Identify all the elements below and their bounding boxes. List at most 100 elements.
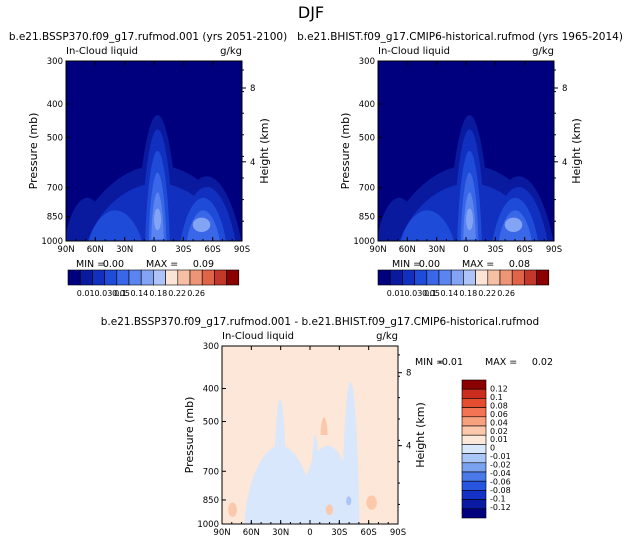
max-value: 0.02 — [532, 357, 553, 368]
panel-2: b.e21.BSSP370.f09_g17.rufmod.001 - b.e21… — [101, 316, 539, 538]
colorbar-label: 0.26 — [187, 289, 205, 298]
colorbar-cell — [92, 269, 105, 286]
min-max-stats: MIN =-0.01 MAX = 0.02 — [415, 357, 553, 368]
colorbar-cell — [128, 269, 142, 286]
colorbar-cell — [201, 269, 215, 286]
colorbar-cell — [461, 490, 487, 500]
colorbar-cell — [116, 269, 130, 286]
colorbar-label: 0.18 — [149, 289, 167, 298]
min-value: 0.00 — [103, 259, 124, 270]
panel-title: b.e21.BHIST.f09_g17.CMIP6-historical.ruf… — [297, 31, 623, 43]
units-label: g/kg — [376, 331, 398, 342]
x-tick-label: 90S — [546, 245, 562, 255]
colorbar-label: 0 — [490, 444, 495, 453]
colorbar-label: -0.04 — [490, 469, 511, 478]
colorbar-label: -0.02 — [490, 461, 511, 470]
colorbar-label: 0.05 — [422, 289, 440, 298]
contour-band — [273, 399, 288, 524]
colorbar-label: 0.01 — [77, 289, 95, 298]
x-tick-label: 30N — [272, 528, 289, 538]
colorbar-cell — [389, 269, 403, 286]
colorbar: 0.120.10.080.060.040.020.010-0.01-0.02-0… — [461, 379, 511, 519]
colorbar-cell — [226, 269, 240, 286]
colorbar-cell — [461, 388, 487, 399]
x-tick-label: 90S — [390, 528, 406, 538]
contour-band — [88, 210, 142, 241]
units-label: g/kg — [532, 46, 554, 57]
colorbar-label: 0.14 — [130, 289, 148, 298]
colorbar-label: 0.01 — [490, 435, 508, 444]
colorbar-label: 0.22 — [478, 289, 496, 298]
colorbar-label: 0.22 — [168, 289, 186, 298]
x-tick-label: 30S — [487, 245, 503, 255]
colorbar-label: 0.1 — [424, 289, 437, 298]
contour-band — [366, 495, 377, 510]
contour-band — [346, 496, 352, 506]
colorbar-cell — [414, 269, 428, 286]
colorbar-label: 0.18 — [459, 289, 477, 298]
y2-tick-label: 8 — [406, 369, 411, 379]
contour-band — [228, 502, 237, 517]
max-label: MAX = — [146, 259, 178, 270]
contour-band — [341, 381, 360, 524]
y-tick-label: 400 — [359, 100, 375, 110]
y-tick-label: 300 — [47, 57, 63, 67]
colorbar-cell — [461, 471, 487, 482]
y-tick-label: 700 — [203, 467, 219, 477]
panel-1: b.e21.BHIST.f09_g17.CMIP6-historical.ruf… — [297, 31, 623, 255]
min-max-stats: MIN =0.00 MAX = 0.09 — [76, 259, 214, 270]
colorbar-label: 0.06 — [490, 410, 508, 419]
colorbar-label: -0.01 — [490, 452, 511, 461]
colorbar-cell — [214, 269, 227, 286]
min-label: MIN = — [415, 357, 444, 368]
colorbar-cell — [104, 269, 118, 286]
colorbar-cell — [461, 416, 487, 427]
variable-label: In-Cloud liquid — [378, 46, 450, 57]
colorbar-cell — [67, 269, 81, 286]
y-tick-label: 400 — [203, 385, 219, 395]
x-tick-label: 60S — [205, 245, 221, 255]
x-tick-label: 60N — [87, 245, 104, 255]
x-tick-label: 90S — [234, 245, 250, 255]
colorbar-label: 0.12 — [490, 384, 508, 393]
x-tick-label: 60S — [361, 528, 377, 538]
contour-band — [320, 417, 328, 435]
colorbar-label: 0.03 — [94, 289, 112, 298]
colorbar-label: 0.05 — [112, 289, 130, 298]
units-label: g/kg — [220, 46, 242, 57]
colorbar-cell — [79, 269, 93, 286]
contour-band — [325, 504, 333, 516]
panel-title: b.e21.BSSP370.f09_g17.rufmod.001 (yrs 20… — [9, 31, 287, 43]
contour-field — [378, 61, 554, 241]
colorbar-cell — [461, 453, 487, 464]
y-tick-label: 1000 — [197, 520, 219, 530]
colorbar-cell — [463, 269, 476, 286]
y-tick-label: 850 — [47, 213, 63, 223]
colorbar-cell — [461, 407, 487, 418]
y-tick-label: 500 — [203, 418, 219, 428]
contour-band — [154, 208, 162, 231]
colorbar-label: 0.26 — [497, 289, 515, 298]
colorbar-label: 0.04 — [490, 418, 508, 427]
max-label: MAX = — [485, 357, 517, 368]
y-tick-label: 700 — [359, 184, 375, 194]
colorbar-label: 0.01 — [387, 289, 405, 298]
x-tick-label: 60S — [517, 245, 533, 255]
contour-band — [310, 435, 321, 524]
colorbar-cell — [426, 269, 440, 286]
x-tick-label: 30S — [175, 245, 191, 255]
colorbar-cell — [499, 269, 513, 286]
y2-axis-label: Height (km) — [258, 118, 271, 184]
min-max-stats: MIN =0.00 MAX = 0.08 — [392, 259, 530, 270]
colorbar-label: -0.08 — [490, 486, 511, 495]
colorbar-cell — [189, 269, 203, 286]
colorbar-label: 0.1 — [114, 289, 127, 298]
x-tick-label: 0 — [151, 245, 156, 255]
contour-band — [466, 208, 474, 231]
max-value: 0.08 — [509, 259, 530, 270]
x-tick-label: 60N — [243, 528, 260, 538]
colorbar-cell — [402, 269, 415, 286]
y2-tick-label: 8 — [250, 84, 255, 94]
colorbar-label: -0.1 — [490, 494, 506, 503]
